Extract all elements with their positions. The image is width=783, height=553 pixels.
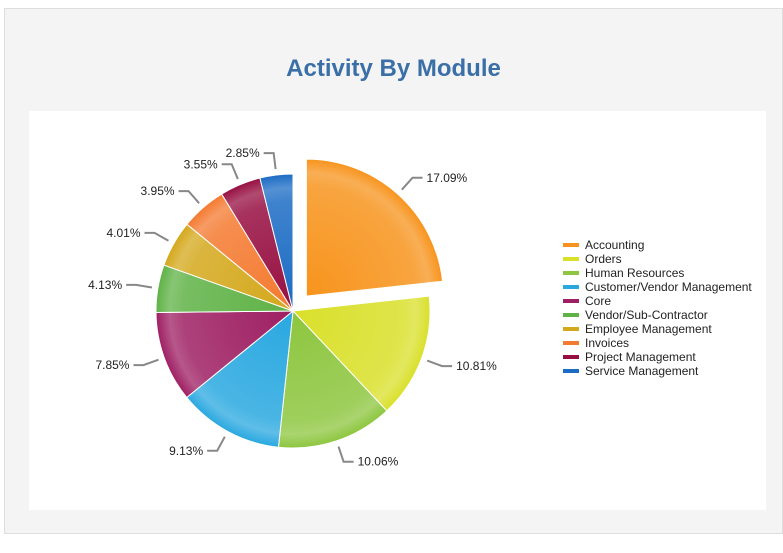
- legend-label: Service Management: [585, 364, 699, 378]
- legend-item[interactable]: Invoices: [563, 336, 752, 350]
- data-label: 4.01%: [106, 226, 140, 240]
- legend-swatch: [563, 313, 579, 317]
- chart-title: Activity By Module: [286, 55, 501, 82]
- legend-item[interactable]: Service Management: [563, 364, 752, 378]
- data-label: 3.55%: [184, 157, 218, 171]
- legend-swatch: [563, 369, 579, 373]
- data-label: 3.95%: [141, 184, 175, 198]
- data-label: 17.09%: [427, 171, 468, 185]
- legend: Accounting Orders Human Resources Customer/…: [563, 238, 752, 378]
- pie-slice-accounting[interactable]: [305, 158, 444, 297]
- legend-item[interactable]: Project Management: [563, 350, 752, 364]
- legend-item[interactable]: Employee Management: [563, 322, 752, 336]
- data-label: 10.06%: [358, 455, 399, 469]
- legend-label: Project Management: [585, 350, 696, 364]
- label-connector: [144, 231, 169, 242]
- pie-slice-human-resources[interactable]: [277, 309, 388, 449]
- legend-label: Customer/Vendor Management: [585, 280, 752, 294]
- legend-swatch: [563, 285, 579, 289]
- legend-swatch: [563, 299, 579, 303]
- legend-item[interactable]: Accounting: [563, 238, 752, 252]
- legend-item[interactable]: Customer/Vendor Management: [563, 280, 752, 294]
- label-connector: [126, 283, 153, 289]
- legend-swatch: [563, 257, 579, 261]
- legend-swatch: [563, 355, 579, 359]
- label-connector: [133, 358, 159, 367]
- pie-slice-customer-vendor-management[interactable]: [186, 309, 294, 448]
- data-label: 4.13%: [88, 278, 122, 292]
- legend-label: Human Resources: [585, 266, 685, 280]
- label-connector: [401, 176, 423, 191]
- data-label: 10.81%: [456, 359, 497, 373]
- legend-swatch: [563, 243, 579, 247]
- data-label: 7.85%: [95, 358, 129, 372]
- legend-item[interactable]: Core: [563, 294, 752, 308]
- legend-label: Vendor/Sub-Contractor: [585, 308, 708, 322]
- legend-swatch: [563, 341, 579, 345]
- label-connector: [263, 152, 277, 170]
- pie-slice-service-management[interactable]: [259, 173, 294, 312]
- label-connector: [221, 163, 239, 180]
- legend-item[interactable]: Orders: [563, 252, 752, 266]
- data-label: 2.85%: [226, 146, 260, 160]
- legend-label: Employee Management: [585, 322, 712, 336]
- label-connector: [337, 446, 354, 463]
- legend-item[interactable]: Human Resources: [563, 266, 752, 280]
- label-connector: [426, 359, 453, 368]
- legend-label: Invoices: [585, 336, 630, 350]
- legend-label: Core: [585, 294, 612, 308]
- legend-label: Orders: [585, 252, 622, 266]
- pie-slice-core[interactable]: [155, 310, 295, 399]
- legend-item[interactable]: Vendor/Sub-Contractor: [563, 308, 752, 322]
- pie-slice-orders[interactable]: [291, 295, 431, 412]
- label-connector: [207, 436, 226, 452]
- legend-label: Accounting: [585, 238, 645, 252]
- legend-swatch: [563, 271, 579, 275]
- legend-swatch: [563, 327, 579, 331]
- label-connector: [178, 190, 200, 204]
- data-label: 9.13%: [169, 444, 203, 458]
